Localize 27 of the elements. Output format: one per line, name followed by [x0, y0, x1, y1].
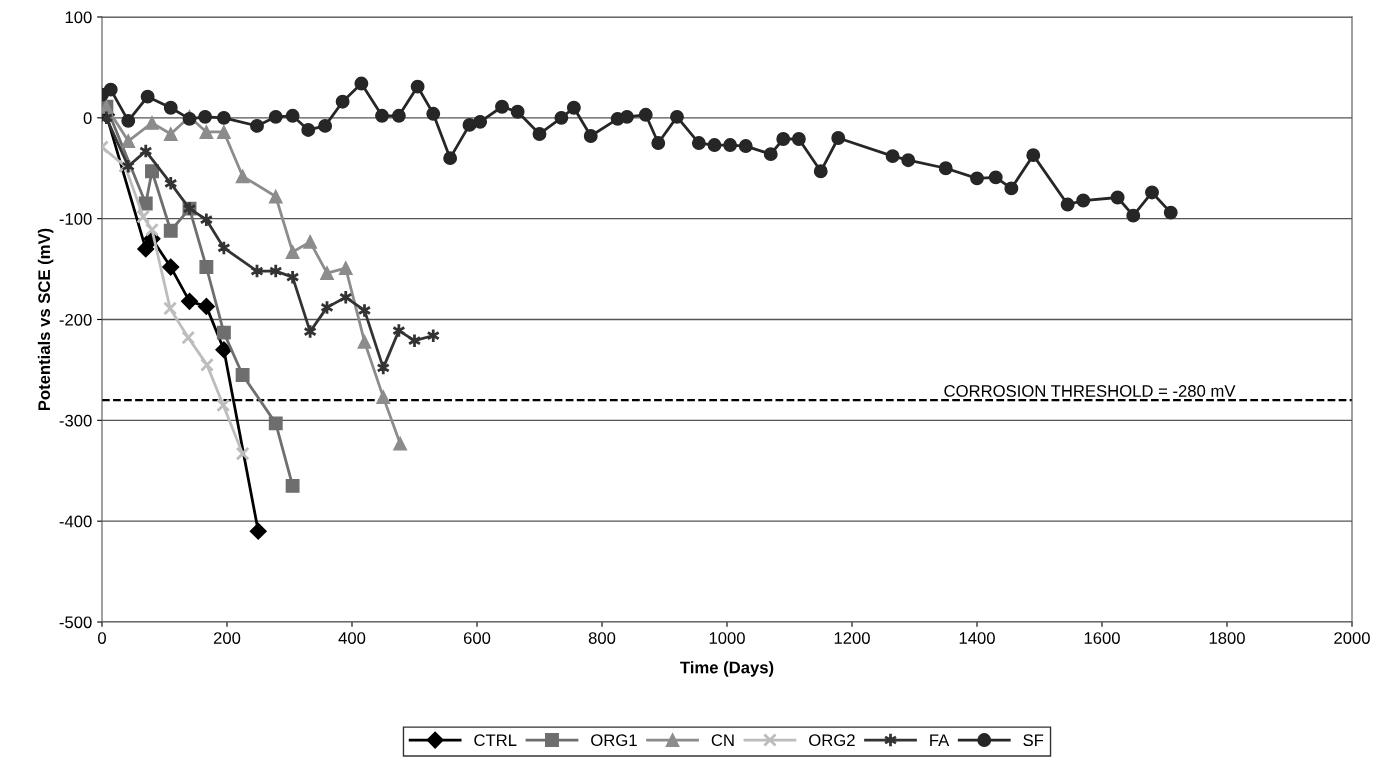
- y-tick-label: -200: [59, 313, 92, 326]
- x-tick-label: 1000: [709, 632, 745, 644]
- x-tick-label: 400: [338, 632, 366, 644]
- legend-label: SF: [1023, 734, 1044, 747]
- legend-label: FA: [930, 734, 950, 746]
- y-tick-label: -500: [59, 616, 92, 629]
- x-tick-label: 1800: [1209, 632, 1245, 644]
- y-tick-label: -300: [59, 414, 92, 427]
- x-tick-label: 1200: [834, 632, 870, 644]
- legend-label: ORG2: [809, 734, 855, 747]
- x-tick-label: 600: [463, 632, 491, 644]
- x-tick-label: 2000: [1334, 632, 1370, 644]
- y-tick-label: -100: [59, 213, 92, 225]
- x-tick-label: 1600: [1084, 632, 1120, 644]
- x-tick-label: 200: [213, 632, 241, 644]
- x-tick-label: 0: [98, 632, 106, 644]
- legend-label: CTRL: [474, 734, 517, 747]
- legend-label: CN: [711, 734, 734, 747]
- x-axis-title: Time (Days): [680, 661, 774, 677]
- x-tick-label: 1400: [959, 632, 995, 644]
- y-axis-title: Potentials vs SCE (mV): [37, 228, 54, 411]
- x-tick-label: 800: [588, 632, 616, 644]
- y-tick-label: 100: [65, 11, 92, 24]
- ref-line-label: CORROSION THRESHOLD = -280 mV: [944, 385, 1236, 397]
- y-tick-label: -400: [59, 515, 92, 528]
- legend-label: ORG1: [591, 734, 637, 747]
- y-tick-label: 0: [83, 112, 92, 125]
